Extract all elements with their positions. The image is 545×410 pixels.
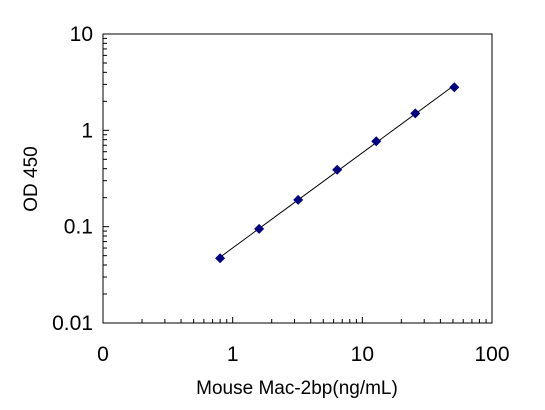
x-tick-label: 100 <box>474 343 509 366</box>
data-point <box>254 223 265 234</box>
data-point <box>410 108 421 119</box>
y-axis-ticks <box>103 37 109 324</box>
data-point <box>371 136 382 147</box>
data-point <box>449 82 460 93</box>
x-tick-label: 0 <box>97 343 109 366</box>
x-tick-label: 10 <box>351 343 374 366</box>
x-axis-ticks <box>102 317 487 323</box>
data-points <box>215 82 460 264</box>
data-point <box>215 253 226 264</box>
x-axis-label: Mouse Mac-2bp(ng/mL) <box>196 378 398 399</box>
x-axis-tick-labels: 0 1 10 100 <box>97 343 509 366</box>
y-tick-label: 0.01 <box>52 312 93 335</box>
y-tick-label: 1 <box>81 119 93 142</box>
data-point <box>293 194 304 205</box>
x-tick-label: 1 <box>227 343 239 366</box>
plot-area <box>102 33 493 324</box>
y-axis-tick-labels: 10 1 0.1 0.01 <box>52 23 93 335</box>
data-point <box>332 164 343 175</box>
y-tick-label: 10 <box>70 23 93 46</box>
y-axis-label: OD 450 <box>21 146 42 211</box>
y-tick-label: 0.1 <box>64 216 93 239</box>
